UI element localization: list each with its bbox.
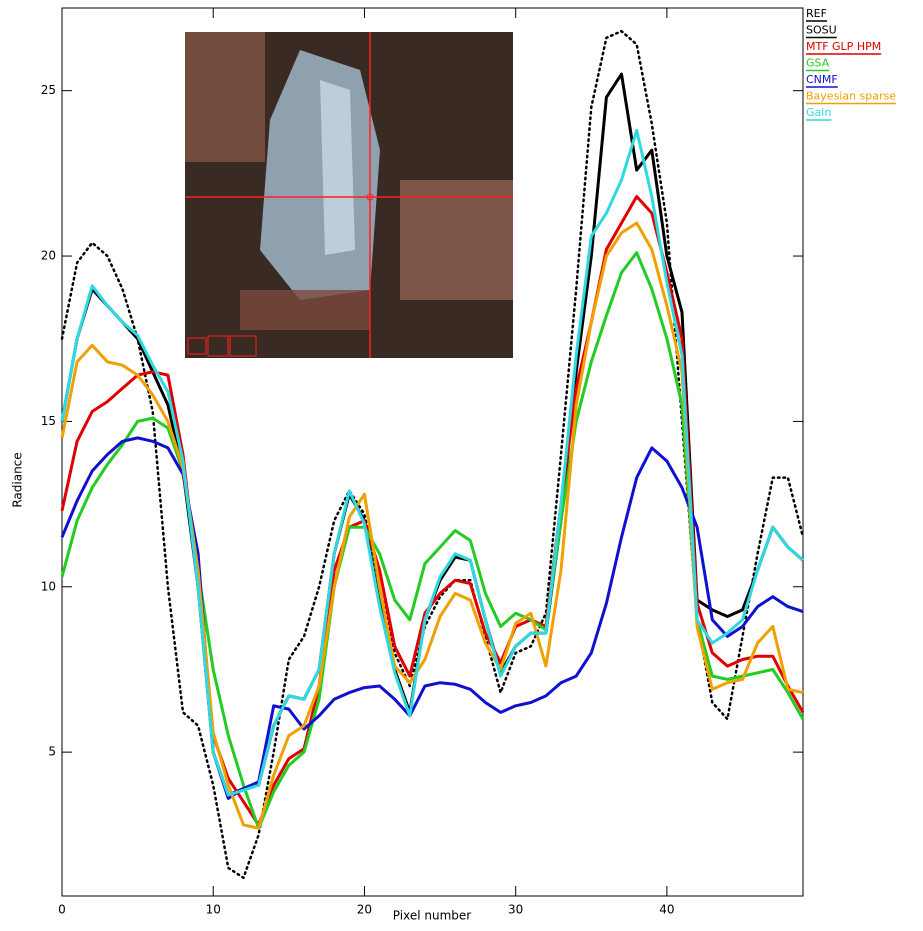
legend-label: MTF GLP HPM [806,40,881,53]
y-tick-label: 5 [48,745,56,759]
x-tick-label: 30 [508,903,523,917]
legend-label: SOSU [806,24,837,37]
legend-label: GSA [806,57,830,70]
legend-label: Bayesian sparse [806,90,896,103]
y-tick-label: 15 [41,414,56,428]
x-tick-label: 10 [206,903,221,917]
inset-patch [400,180,513,300]
y-tick-label: 25 [41,83,56,97]
legend-label: REF [806,7,827,20]
inset-patch [240,290,370,330]
inset-crosshair-center [366,193,374,201]
x-tick-label: 20 [357,903,372,917]
y-tick-label: 10 [41,579,56,593]
series-line [60,128,804,797]
plot-frame [61,7,804,897]
legend-label: CNMF [806,73,838,86]
legend: REF SOSU MTF GLP HPM GSA CNMF Bayesian sparse… [806,7,896,121]
x-axis-label: Pixel number [393,909,471,923]
inset-building [320,80,355,255]
y-tick-label: 20 [41,249,56,263]
inset-patch [185,32,265,162]
legend-label: Gain [806,106,831,119]
y-axis-label: Radiance [11,452,25,507]
inset-image [185,32,513,358]
x-tick-label: 40 [659,903,674,917]
x-tick-label: 0 [58,903,66,917]
inset-boxes [187,335,257,357]
